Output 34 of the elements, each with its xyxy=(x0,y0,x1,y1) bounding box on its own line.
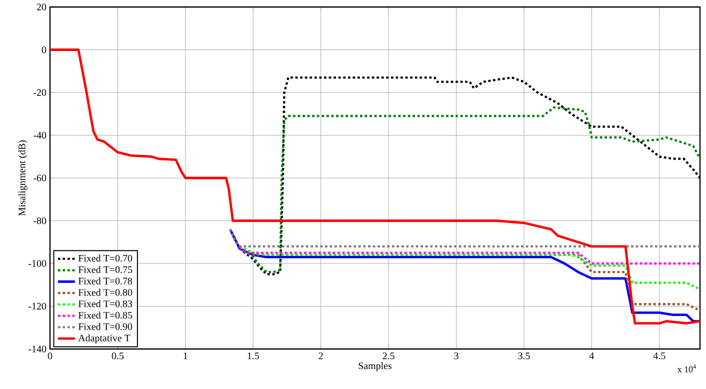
x-tick-label: 3 xyxy=(454,352,458,360)
x-tick-label: 3.5 xyxy=(518,352,530,360)
y-tick-label: -100 xyxy=(28,260,46,267)
text: x 10$^{4}$ xyxy=(677,364,696,372)
legend-label: Fixed T=0.78 xyxy=(78,277,132,284)
x-tick-label: 2 xyxy=(318,352,323,360)
y-tick-label: 0 xyxy=(42,46,46,54)
line-series xyxy=(238,106,700,274)
y-tick-label: -120 xyxy=(28,302,46,310)
legend-label: Fixed T=0.75 xyxy=(78,266,132,274)
x-tick-label: 1 xyxy=(184,352,188,360)
x-tick-label: 4 xyxy=(589,352,594,360)
line-series xyxy=(228,228,700,322)
legend-label: Fixed T=0.80 xyxy=(78,288,132,296)
x-tick-label: 0.5 xyxy=(112,352,124,360)
legend-label: Adaptative T xyxy=(78,334,130,344)
y-tick-label: -80 xyxy=(34,217,46,224)
y-tick-label: -140 xyxy=(28,346,46,352)
legend-label: Fixed T=0.70 xyxy=(78,254,132,262)
y-tick-label: -20 xyxy=(34,89,46,96)
legend-label: Fixed T=0.83 xyxy=(78,300,132,308)
x-tick-label: 1.5 xyxy=(248,352,259,360)
y-axis-title: Misalignment (dB) xyxy=(18,140,28,216)
legend-label: Fixed T=0.85 xyxy=(78,312,132,319)
x-tick-label: 4.5 xyxy=(653,352,666,360)
y-tick-label: -40 xyxy=(34,132,46,139)
x-axis-title: Samples xyxy=(358,362,392,372)
legend-label: Fixed T=0.90 xyxy=(78,322,132,330)
y-tick-label: 20 xyxy=(36,4,46,10)
x-tick-label: 2.5 xyxy=(382,352,394,360)
x-tick-label: 0 xyxy=(48,352,52,360)
y-tick-label: -60 xyxy=(34,174,46,182)
line-series xyxy=(50,48,700,325)
line-series xyxy=(238,245,700,290)
